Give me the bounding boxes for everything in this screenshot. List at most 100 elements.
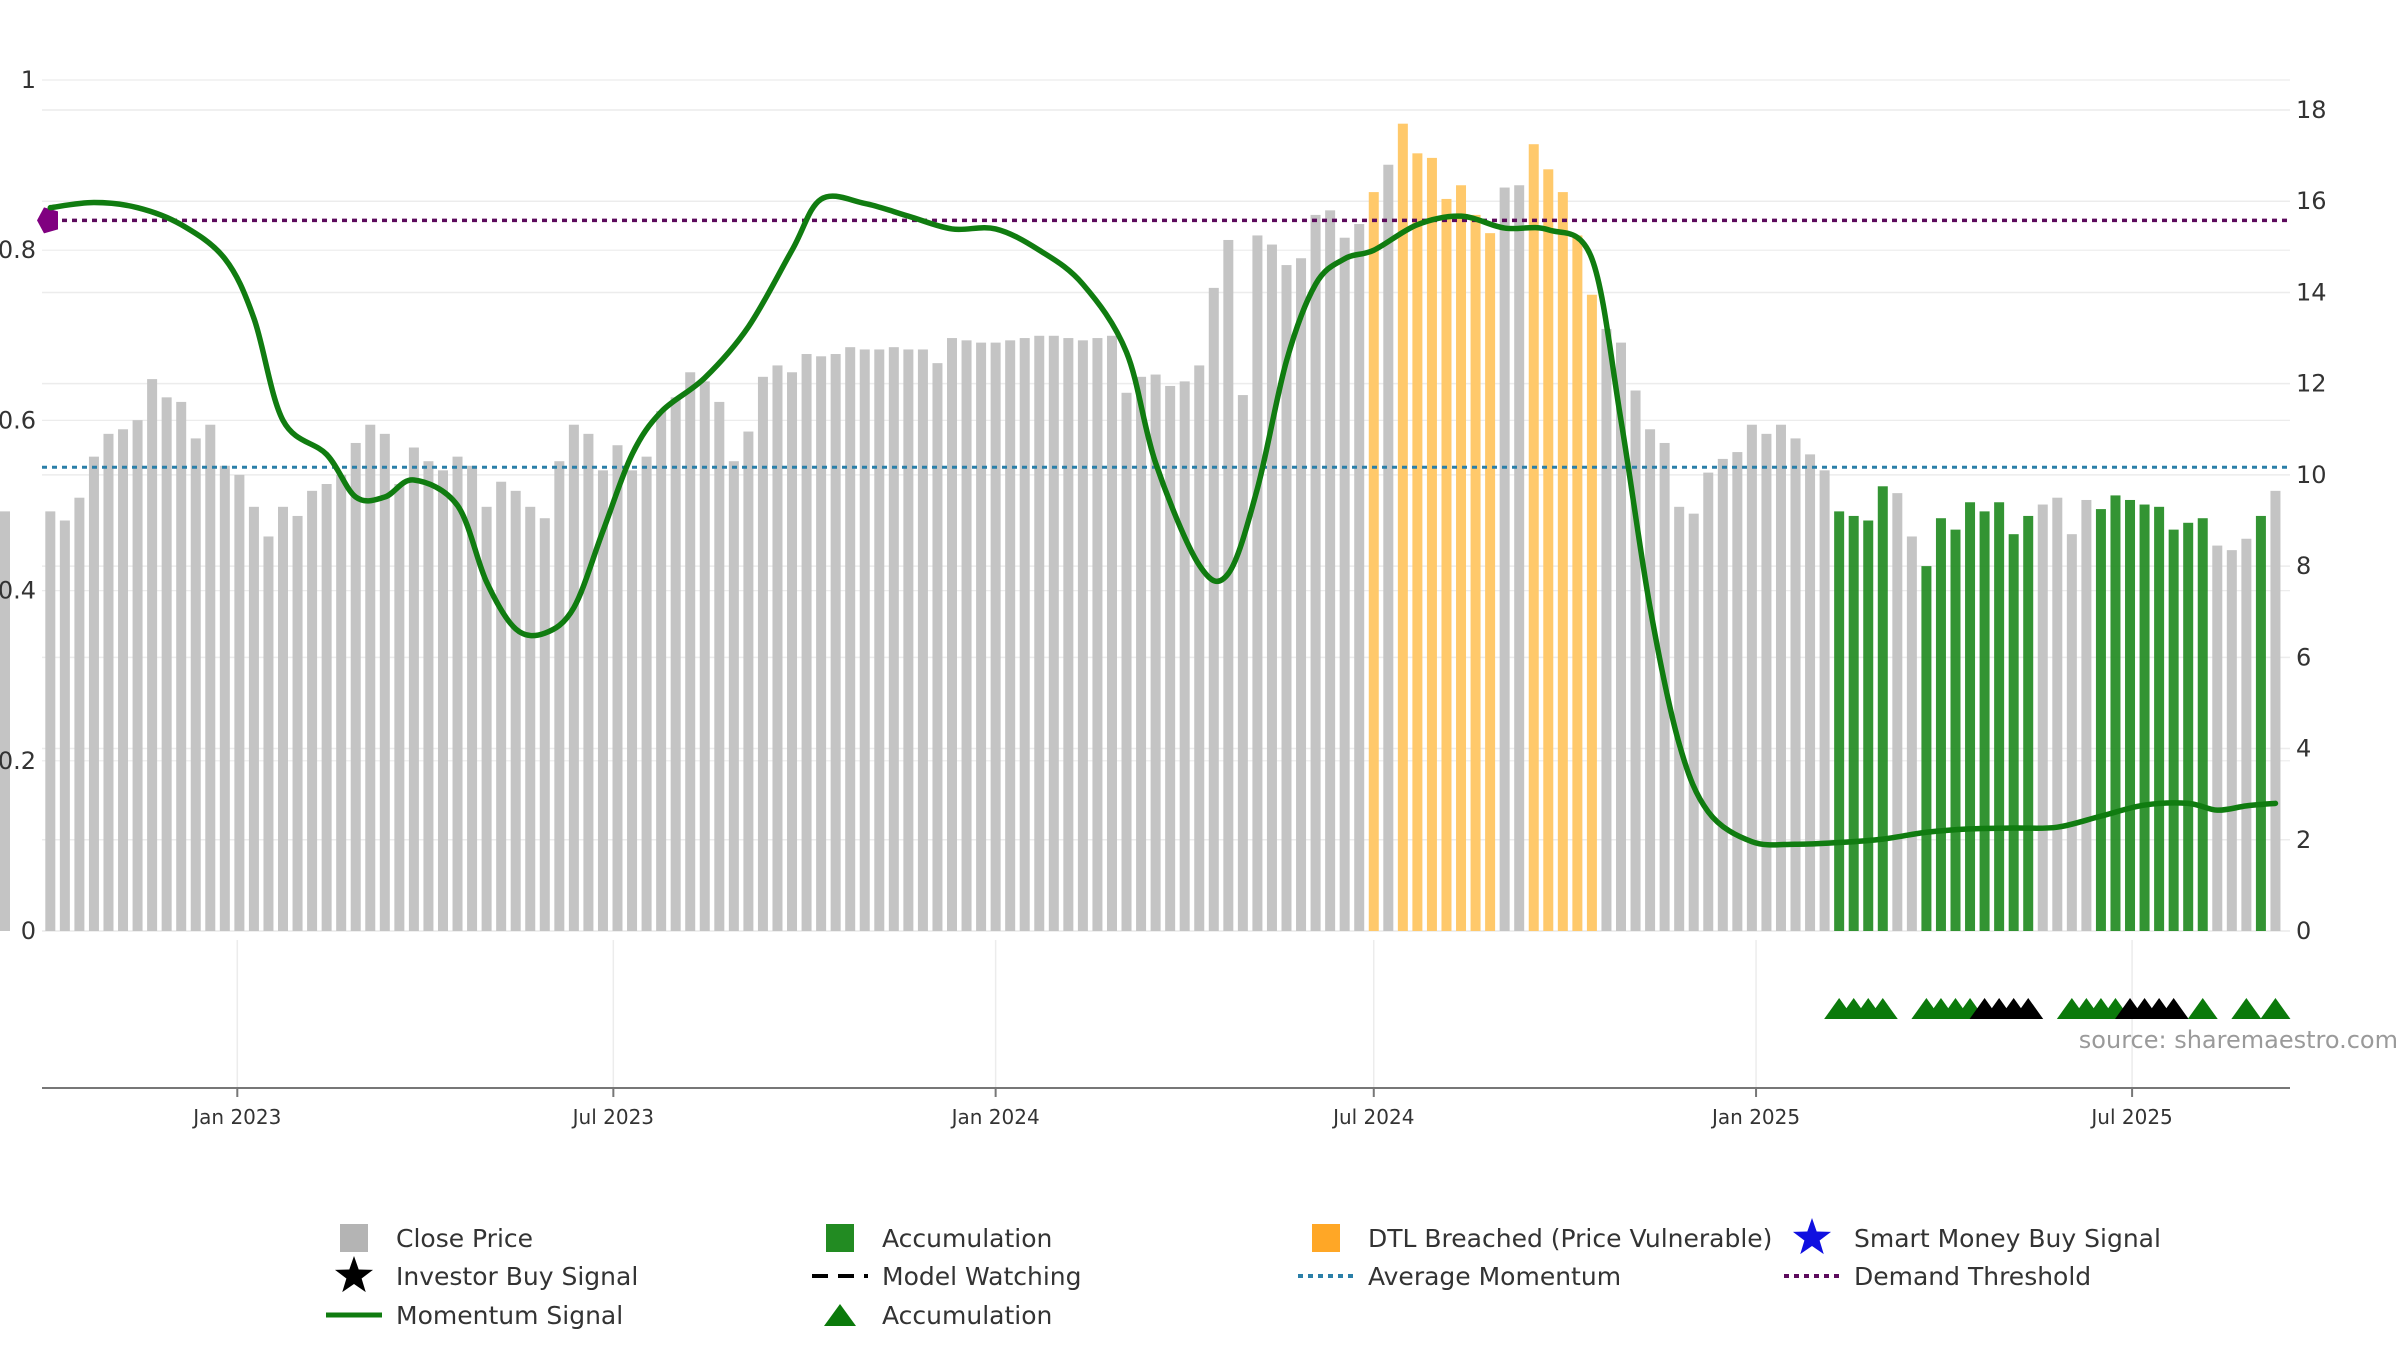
legend-square-icon	[1312, 1224, 1340, 1252]
legend-item: Model Watching	[812, 1262, 1082, 1291]
legend-label: Demand Threshold	[1854, 1262, 2091, 1291]
close-bar	[670, 397, 681, 932]
close-bar	[1906, 536, 1917, 931]
close-bar	[263, 536, 274, 931]
close-bar	[2270, 490, 2281, 931]
legend-item: Close Price	[340, 1224, 533, 1253]
legend-label: Model Watching	[882, 1262, 1082, 1291]
close-bar	[1266, 244, 1277, 931]
close-bar	[2212, 545, 2223, 931]
dtl-bar	[1543, 169, 1554, 932]
close-bar	[248, 506, 259, 931]
close-bar	[1121, 392, 1132, 931]
y-right-tick-label: 0	[2296, 917, 2311, 945]
close-bar	[830, 354, 841, 932]
close-bar	[0, 511, 10, 931]
legend-star-icon	[1792, 1218, 1832, 1255]
y-right-tick-label: 2	[2296, 826, 2311, 854]
close-bar	[612, 445, 623, 931]
close-bar	[1732, 452, 1743, 931]
y-left-tick-label: 0.4	[0, 577, 36, 605]
dtl-bar	[1397, 123, 1408, 931]
reference-lines	[37, 207, 2290, 469]
close-bar	[147, 379, 158, 931]
close-bar	[1775, 424, 1786, 931]
y-right-tick-label: 14	[2296, 278, 2327, 306]
dtl-bar	[1586, 294, 1597, 932]
close-bar	[1354, 224, 1365, 931]
close-bar	[1208, 287, 1219, 932]
close-bar	[1746, 424, 1757, 931]
close-bar	[1019, 338, 1030, 931]
close-bar	[394, 484, 405, 931]
close-bar	[554, 461, 565, 931]
x-tick-label: Jan 2023	[191, 1105, 281, 1129]
close-bar	[1223, 239, 1234, 931]
accumulation-signal-marker	[2260, 998, 2291, 1019]
close-bar	[1616, 342, 1627, 931]
legend-item: Demand Threshold	[1784, 1262, 2091, 1291]
close-bar	[510, 490, 521, 931]
close-bar	[1165, 385, 1176, 931]
close-bar	[1339, 237, 1350, 931]
accumulation-bar	[1935, 518, 1946, 931]
close-bar	[1296, 258, 1307, 932]
close-bar	[2081, 499, 2092, 931]
close-bar	[292, 515, 303, 931]
close-bar	[627, 470, 638, 931]
legend-item: Investor Buy Signal	[334, 1256, 638, 1293]
dtl-bar	[1412, 153, 1423, 931]
close-bar	[1688, 513, 1699, 931]
x-tick-label: Jul 2025	[2089, 1105, 2172, 1129]
close-bar	[2052, 497, 2063, 931]
legend: Close Price Accumulation DTL Breached (Pri…	[326, 1218, 2161, 1330]
demand-threshold-marker	[37, 207, 58, 234]
legend-label: Momentum Signal	[396, 1301, 623, 1330]
close-bar	[597, 470, 608, 931]
dtl-bar	[1572, 235, 1583, 932]
legend-triangle-icon	[824, 1304, 856, 1326]
legend-square-icon	[340, 1224, 368, 1252]
close-bar	[917, 349, 928, 931]
close-bar	[1630, 390, 1641, 932]
close-bar	[496, 481, 507, 931]
close-bar	[845, 347, 856, 932]
close-bar	[903, 349, 914, 931]
close-bar	[205, 424, 216, 931]
accumulation-bar	[2110, 495, 2121, 931]
close-bar	[1179, 381, 1190, 931]
close-bar	[423, 461, 434, 931]
close-bar	[743, 431, 754, 931]
accumulation-bar	[1994, 502, 2005, 931]
close-bar	[1892, 493, 1903, 931]
close-bar	[787, 372, 798, 931]
close-bar	[568, 424, 579, 931]
close-bar	[539, 518, 550, 931]
close-bar	[307, 490, 318, 931]
accumulation-signal-marker	[1867, 998, 1898, 1019]
close-bar	[161, 397, 172, 932]
close-bar	[452, 456, 463, 931]
close-bar	[699, 381, 710, 931]
close-bar	[1499, 187, 1510, 932]
accumulation-bar	[1863, 520, 1874, 931]
close-bar	[1077, 340, 1088, 931]
close-bar	[685, 372, 696, 931]
close-bar	[816, 356, 827, 931]
close-bar	[118, 429, 129, 931]
close-bar	[1325, 210, 1336, 931]
dtl-bar	[1485, 233, 1496, 931]
close-bar	[103, 433, 114, 931]
accumulation-bar	[2139, 504, 2150, 931]
close-bar	[88, 456, 99, 931]
close-bar	[947, 338, 958, 931]
close-bar	[350, 442, 361, 931]
y-left-tick-label: 0	[21, 917, 36, 945]
close-bar	[1136, 376, 1147, 931]
accumulation-bar	[2255, 515, 2266, 931]
close-bar	[2037, 504, 2048, 931]
dtl-bar	[1441, 198, 1452, 932]
y-right-tick-label: 10	[2296, 461, 2327, 489]
close-bar	[365, 424, 376, 931]
